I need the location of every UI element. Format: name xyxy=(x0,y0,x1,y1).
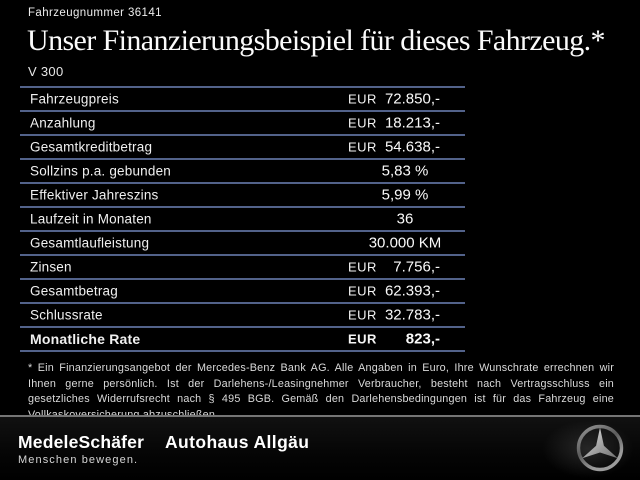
table-row: Fahrzeugpreis EUR 72.850,- xyxy=(20,88,465,112)
page-title: Unser Finanzierungsbeispiel für dieses F… xyxy=(27,24,606,57)
table-row: Laufzeit in Monaten 36 xyxy=(20,208,465,232)
row-value: 32.783,- xyxy=(384,306,440,324)
row-currency-unit: EUR xyxy=(348,115,377,131)
table-row: Gesamtkreditbetrag EUR 54.638,- xyxy=(20,136,465,160)
dealer-logo-block: MedeleSchäfer Menschen bewegen. xyxy=(18,433,144,466)
finance-table: Fahrzeugpreis EUR 72.850,- Anzahlung EUR… xyxy=(20,86,465,352)
row-value: 5,99 % xyxy=(381,186,429,204)
footnote: * Ein Finanzierungsangebot der Mercedes-… xyxy=(28,362,614,421)
vehicle-number: Fahrzeugnummer 36141 xyxy=(28,7,162,19)
row-label: Monatliche Rate xyxy=(30,331,141,347)
footer-divider xyxy=(0,415,640,417)
row-label: Gesamtbetrag xyxy=(30,283,118,299)
table-row: Gesamtbetrag EUR 62.393,- xyxy=(20,280,465,304)
row-label: Gesamtkreditbetrag xyxy=(30,139,153,155)
row-label: Schlussrate xyxy=(30,307,103,323)
row-currency-unit: EUR xyxy=(348,139,377,155)
row-value: 72.850,- xyxy=(384,90,440,108)
row-label: Zinsen xyxy=(30,259,72,275)
row-label: Sollzins p.a. gebunden xyxy=(30,163,172,179)
table-row: Schlussrate EUR 32.783,- xyxy=(20,304,465,328)
dealer-secondary-logo: Autohaus Allgäu xyxy=(165,432,310,452)
row-value: 62.393,- xyxy=(384,282,440,300)
row-value: 7.756,- xyxy=(393,258,440,276)
row-value: 18.213,- xyxy=(384,114,440,132)
model-name: V 300 xyxy=(28,64,64,79)
row-label: Gesamtlaufleistung xyxy=(30,235,150,251)
table-row: Sollzins p.a. gebunden 5,83 % xyxy=(20,160,465,184)
table-row: Anzahlung EUR 18.213,- xyxy=(20,112,465,136)
row-value: 30.000 KM xyxy=(368,234,442,252)
row-currency-unit: EUR xyxy=(348,91,377,107)
row-value: 54.638,- xyxy=(384,138,440,156)
row-currency-unit: EUR xyxy=(348,307,377,323)
table-row: Zinsen EUR 7.756,- xyxy=(20,256,465,280)
row-value: 5,83 % xyxy=(381,162,429,180)
row-currency-unit: EUR xyxy=(348,283,377,299)
mercedes-star-icon xyxy=(572,420,628,476)
row-label: Effektiver Jahreszins xyxy=(30,187,159,203)
dealer-tagline: Menschen bewegen. xyxy=(18,454,139,466)
row-value: 823,- xyxy=(405,330,440,348)
row-value: 36 xyxy=(396,210,414,228)
row-label: Anzahlung xyxy=(30,115,96,131)
table-row: Monatliche Rate EUR 823,- xyxy=(20,328,465,352)
dealer-logo: MedeleSchäfer xyxy=(18,432,145,452)
row-currency-unit: EUR xyxy=(348,331,377,347)
footer-bar: MedeleSchäfer Menschen bewegen. Autohaus… xyxy=(0,417,640,480)
row-label: Fahrzeugpreis xyxy=(30,91,119,107)
table-row: Effektiver Jahreszins 5,99 % xyxy=(20,184,465,208)
row-currency-unit: EUR xyxy=(348,259,377,275)
table-row: Gesamtlaufleistung 30.000 KM xyxy=(20,232,465,256)
row-label: Laufzeit in Monaten xyxy=(30,211,152,227)
